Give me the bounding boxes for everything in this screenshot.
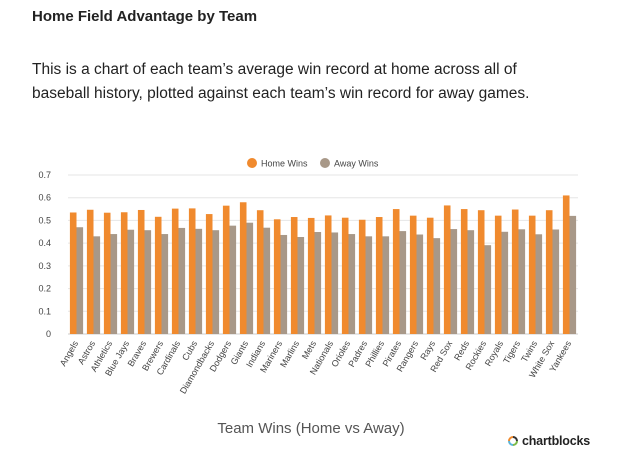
- bar-home-wins[interactable]: [86, 209, 94, 334]
- bar-away-wins[interactable]: [569, 215, 577, 334]
- legend[interactable]: Home Wins Away Wins: [247, 158, 379, 169]
- bar-away-wins[interactable]: [467, 230, 475, 334]
- bar-home-wins[interactable]: [375, 217, 383, 334]
- gridlines: [68, 174, 578, 335]
- bar-home-wins[interactable]: [137, 209, 145, 334]
- bar-home-wins[interactable]: [273, 219, 281, 334]
- bar-away-wins[interactable]: [382, 236, 390, 334]
- bar-away-wins[interactable]: [552, 229, 560, 334]
- y-tick-label: 0.6: [38, 193, 51, 203]
- bar-home-wins[interactable]: [290, 217, 298, 334]
- bar-home-wins[interactable]: [494, 215, 502, 334]
- bar-home-wins[interactable]: [528, 215, 536, 334]
- bar-away-wins[interactable]: [297, 237, 305, 334]
- bar-away-wins[interactable]: [229, 225, 237, 334]
- bar-home-wins[interactable]: [171, 208, 179, 334]
- legend-home-label[interactable]: Home Wins: [261, 159, 308, 169]
- bar-home-wins[interactable]: [307, 217, 315, 334]
- y-tick-label: 0.5: [38, 215, 51, 225]
- bar-away-wins[interactable]: [76, 227, 84, 334]
- y-tick-label: 0.7: [38, 170, 51, 180]
- y-axis-ticks: 0 0.1 0.2 0.3 0.4 0.5 0.6 0.7: [38, 170, 51, 339]
- bar-home-wins[interactable]: [477, 210, 485, 334]
- bar-home-wins[interactable]: [154, 216, 162, 334]
- legend-away-marker[interactable]: [320, 158, 330, 168]
- bar-away-wins[interactable]: [399, 231, 407, 334]
- bar-home-wins[interactable]: [562, 195, 570, 334]
- bar-away-wins[interactable]: [127, 229, 135, 334]
- chartblocks-logo[interactable]: chartblocks: [507, 434, 590, 448]
- bar-away-wins[interactable]: [484, 245, 492, 334]
- bar-away-wins[interactable]: [93, 236, 101, 334]
- legend-home-marker[interactable]: [247, 158, 257, 168]
- bar-away-wins[interactable]: [144, 230, 152, 334]
- x-axis-title: Team Wins (Home vs Away): [217, 420, 404, 437]
- chartblocks-logo-text: chartblocks: [522, 434, 590, 448]
- bar-home-wins[interactable]: [392, 209, 400, 334]
- bar-home-wins[interactable]: [426, 217, 434, 334]
- bar-home-wins[interactable]: [103, 212, 111, 334]
- bar-away-wins[interactable]: [110, 234, 118, 334]
- bar-home-wins[interactable]: [120, 212, 128, 334]
- bar-home-wins[interactable]: [460, 209, 468, 334]
- x-tick-label: Tigers: [501, 339, 522, 366]
- chartblocks-logo-icon: [507, 435, 519, 447]
- bar-home-wins[interactable]: [205, 214, 213, 334]
- bar-home-wins[interactable]: [511, 209, 519, 334]
- legend-away-label[interactable]: Away Wins: [334, 159, 379, 169]
- bars: [69, 195, 577, 334]
- page-title: Home Field Advantage by Team: [32, 8, 258, 25]
- bar-away-wins[interactable]: [212, 230, 220, 334]
- bar-away-wins[interactable]: [263, 227, 271, 334]
- x-tick-label: Angels: [58, 339, 81, 368]
- y-tick-label: 0.4: [38, 238, 51, 248]
- bar-away-wins[interactable]: [416, 234, 424, 334]
- bar-away-wins[interactable]: [195, 228, 203, 334]
- y-tick-label: 0.3: [38, 261, 51, 271]
- bar-home-wins[interactable]: [443, 205, 451, 334]
- bar-away-wins[interactable]: [450, 229, 458, 334]
- bar-home-wins[interactable]: [341, 217, 349, 334]
- bar-away-wins[interactable]: [246, 222, 254, 334]
- bar-home-wins[interactable]: [324, 215, 332, 334]
- y-tick-label: 0.1: [38, 306, 51, 316]
- bar-away-wins[interactable]: [518, 229, 526, 334]
- bar-away-wins[interactable]: [178, 227, 186, 334]
- bar-away-wins[interactable]: [433, 238, 441, 334]
- y-tick-label: 0: [46, 329, 51, 339]
- bar-home-wins[interactable]: [188, 208, 196, 334]
- y-tick-label: 0.2: [38, 284, 51, 294]
- bar-away-wins[interactable]: [280, 234, 288, 334]
- chart-description: This is a chart of each team’s average w…: [32, 61, 530, 102]
- bar-away-wins[interactable]: [365, 236, 373, 334]
- bar-home-wins[interactable]: [409, 215, 417, 334]
- bar-away-wins[interactable]: [161, 234, 169, 334]
- bar-away-wins[interactable]: [348, 234, 356, 334]
- bar-home-wins[interactable]: [545, 210, 553, 334]
- bar-away-wins[interactable]: [314, 232, 322, 334]
- bar-home-wins[interactable]: [222, 205, 230, 334]
- bar-away-wins[interactable]: [501, 231, 509, 334]
- bar-home-wins[interactable]: [358, 219, 366, 334]
- bar-away-wins[interactable]: [535, 234, 543, 334]
- bar-home-wins[interactable]: [256, 210, 264, 334]
- bar-home-wins[interactable]: [69, 212, 77, 334]
- bar-home-wins[interactable]: [239, 202, 247, 334]
- bar-away-wins[interactable]: [331, 232, 339, 334]
